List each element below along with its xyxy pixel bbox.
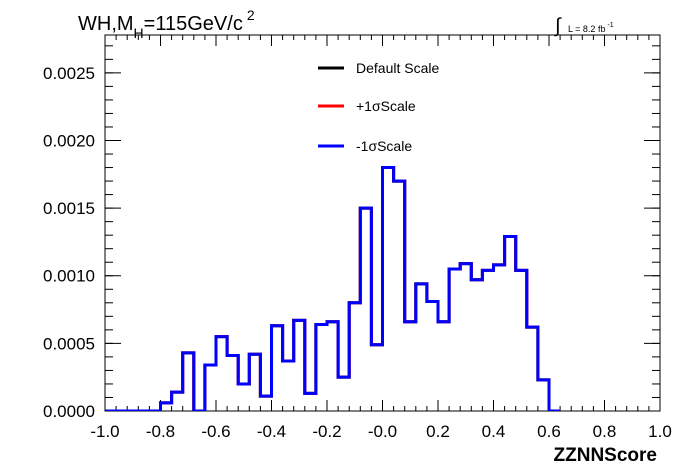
lumi-label: L = 8.2 fb -1: [568, 22, 614, 34]
title-value: =115GeV/c: [144, 13, 243, 35]
x-tick-label: -0.2: [312, 422, 341, 441]
y-tick-label: 0.0000: [43, 402, 95, 421]
title-superscript: 2: [247, 7, 255, 23]
y-tick-label: 0.0015: [43, 199, 95, 218]
x-tick-label: -0.6: [201, 422, 230, 441]
x-axis-label: ZZNNScore: [554, 445, 657, 466]
lumi-superscript: -1: [607, 22, 613, 29]
chart-title: WH,MH=115GeV/c 2: [78, 7, 255, 41]
y-tick-label: 0.0010: [43, 267, 95, 286]
legend: Default Scale +1σScale -1σScale: [318, 60, 439, 154]
x-tick-label: -0.8: [146, 422, 175, 441]
title-subscript: H: [134, 25, 144, 41]
legend-label: Default Scale: [356, 60, 439, 76]
series-line-0: [105, 166, 561, 411]
y-tick-label: 0.0025: [43, 64, 95, 83]
lumi-integral-sign: ∫: [554, 15, 562, 37]
x-tick-label: -1.0: [90, 422, 119, 441]
title-main: WH,M: [78, 13, 134, 35]
lumi-text: L = 8.2 fb: [568, 24, 605, 34]
y-tick-label: 0.0005: [43, 334, 95, 353]
legend-label: +1σScale: [356, 98, 416, 114]
x-tick-label: 0.8: [593, 422, 617, 441]
series-group: [105, 166, 561, 411]
series-line-1: [105, 166, 561, 411]
x-tick-label: 0.4: [482, 422, 506, 441]
y-tick-label: 0.0020: [43, 131, 95, 150]
x-axis: -1.0 -0.8 -0.6 -0.4 -0.2 -0.0 0.2 0.4 0.6 0.8 1.0: [90, 35, 672, 441]
x-tick-label: 1.0: [648, 422, 672, 441]
x-tick-label: -0.0: [368, 422, 397, 441]
x-tick-label: 0.6: [537, 422, 561, 441]
y-axis: 0.0000 0.0005 0.0010 0.0015 0.0020 0.0025: [43, 45, 660, 421]
legend-label: -1σScale: [356, 138, 412, 154]
series-line-2: [105, 166, 561, 411]
x-tick-label: 0.2: [426, 422, 450, 441]
x-tick-label: -0.4: [257, 422, 286, 441]
